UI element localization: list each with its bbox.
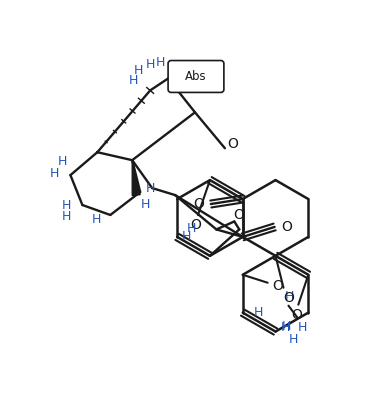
Text: O: O xyxy=(283,291,294,305)
FancyBboxPatch shape xyxy=(168,60,224,93)
Text: O: O xyxy=(193,197,204,211)
Text: O: O xyxy=(227,137,238,151)
Text: O: O xyxy=(281,220,292,234)
Text: H: H xyxy=(129,74,138,87)
Text: H: H xyxy=(186,222,196,235)
Text: Abs: Abs xyxy=(185,70,207,83)
Text: O: O xyxy=(291,308,302,322)
Text: H: H xyxy=(91,213,101,226)
Text: H: H xyxy=(282,320,291,333)
Text: H: H xyxy=(298,321,307,334)
Text: H: H xyxy=(50,167,59,180)
Text: O: O xyxy=(233,209,244,222)
Text: H: H xyxy=(134,64,143,77)
Text: H: H xyxy=(146,58,155,71)
Text: H: H xyxy=(62,210,71,223)
Text: H: H xyxy=(281,321,290,334)
Text: H: H xyxy=(62,199,71,212)
Text: H: H xyxy=(146,181,155,194)
Text: O: O xyxy=(191,218,201,232)
Text: O: O xyxy=(272,279,283,293)
Text: H: H xyxy=(289,333,298,346)
Text: H: H xyxy=(285,290,294,303)
Text: H: H xyxy=(254,306,263,319)
Text: H: H xyxy=(58,155,67,168)
Text: H: H xyxy=(156,56,165,69)
Text: H: H xyxy=(141,197,150,210)
Polygon shape xyxy=(132,160,140,196)
Text: H: H xyxy=(181,230,191,243)
